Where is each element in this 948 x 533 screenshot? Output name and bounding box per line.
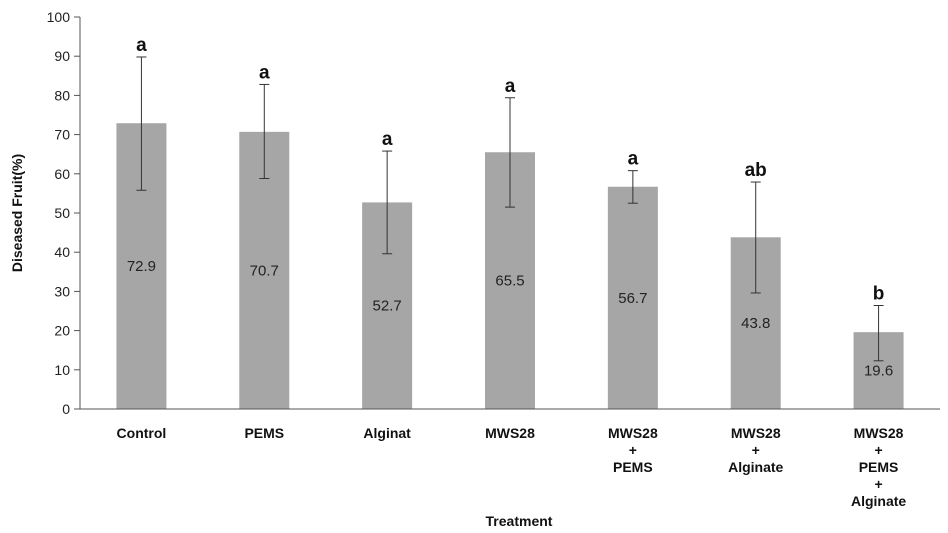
bar-group: 72.9 a: [116, 35, 167, 410]
bar: [607, 186, 658, 409]
x-tick-label-line: Alginate: [728, 459, 783, 475]
y-axis: 0 10 20 30 40 50 60 70 80 90 100: [47, 9, 81, 417]
x-tick-label-line: Alginate: [851, 493, 906, 509]
y-tick-label: 80: [54, 87, 70, 103]
data-label: 65.5: [495, 273, 524, 290]
bar-group: 56.7 a: [607, 149, 658, 409]
x-tick-label-line: MWS28: [608, 425, 658, 441]
significance-letter: b: [873, 284, 885, 305]
x-tick-label-line: MWS28: [731, 425, 781, 441]
y-tick-label: 90: [54, 48, 70, 64]
x-tick-label-line: MWS28: [485, 425, 535, 441]
x-tick-label-line: +: [874, 442, 882, 458]
x-axis-title: Treatment: [486, 513, 553, 529]
x-tick-label: MWS28 + PEMS + Alginate: [851, 425, 906, 509]
x-tick-label: MWS28 + Alginate: [728, 425, 783, 475]
x-tick-label: PEMS: [244, 425, 284, 441]
significance-letter: a: [259, 62, 270, 83]
data-label: 72.9: [127, 258, 156, 275]
x-tick-label-line: +: [629, 442, 637, 458]
data-label: 70.7: [250, 262, 279, 279]
x-tick-label: MWS28 + PEMS: [608, 425, 658, 475]
significance-letter: a: [628, 149, 639, 170]
significance-letter: a: [136, 35, 147, 56]
data-label: 43.8: [741, 315, 770, 332]
data-label: 19.6: [864, 363, 893, 380]
y-axis-title: Diseased Fruit(%): [9, 154, 25, 272]
x-tick-label-line: Alginat: [363, 425, 411, 441]
data-label: 52.7: [373, 298, 402, 315]
x-tick-label-line: PEMS: [244, 425, 284, 441]
x-tick-label: Control: [117, 425, 167, 441]
bar-group: 52.7 a: [362, 129, 413, 409]
x-tick-label-line: PEMS: [859, 459, 899, 475]
significance-letter: a: [382, 129, 393, 150]
bar-group: 43.8 ab: [730, 160, 781, 409]
x-tick-label-line: PEMS: [613, 459, 653, 475]
x-tick-label-line: +: [752, 442, 760, 458]
data-label: 56.7: [618, 290, 647, 307]
significance-letter: a: [505, 76, 516, 97]
significance-letter: ab: [745, 160, 767, 181]
bar-group: 19.6 b: [853, 284, 904, 409]
y-tick-label: 10: [54, 362, 70, 378]
y-tick-label: 20: [54, 323, 70, 339]
y-tick-label: 40: [54, 244, 70, 260]
y-tick-label: 0: [62, 401, 70, 417]
x-tick-label: MWS28: [485, 425, 535, 441]
x-tick-label: Alginat: [363, 425, 411, 441]
y-tick-label: 30: [54, 283, 70, 299]
y-tick-label: 100: [47, 9, 71, 25]
x-tick-label-line: MWS28: [854, 425, 904, 441]
y-tick-label: 70: [54, 127, 70, 143]
x-tick-label-line: Control: [117, 425, 167, 441]
y-tick-label: 60: [54, 166, 70, 182]
x-tick-label-line: +: [874, 476, 882, 492]
bar-group: 70.7 a: [239, 62, 290, 409]
y-tick-label: 50: [54, 205, 70, 221]
bars: 72.9 a 70.7 a 52.7 a 65.5 a 56.7 a 43.8 ab 19.6 b: [116, 35, 904, 410]
bar-group: 65.5 a: [485, 76, 535, 410]
